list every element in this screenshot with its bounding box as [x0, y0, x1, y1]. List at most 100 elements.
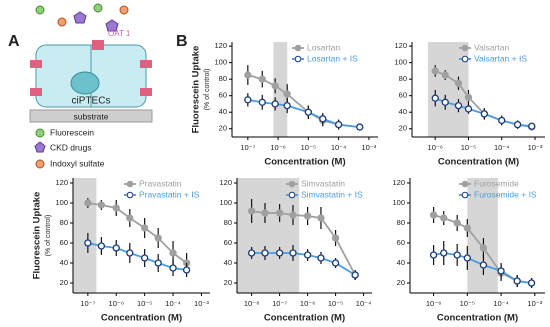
highlight-band: [427, 42, 469, 137]
y-tick-label: 100: [55, 198, 68, 207]
y-tick-label: 20: [224, 278, 232, 287]
legend-label: Furosemide: [474, 178, 519, 188]
y-tick-label: 100: [219, 198, 232, 207]
data-point: [429, 211, 438, 219]
data-point: [440, 214, 448, 222]
y-tick-label: 60: [224, 238, 232, 247]
data-point: [141, 224, 149, 232]
data-point: [126, 214, 134, 222]
data-point: [319, 115, 327, 123]
x-tick-label: 10⁻⁵: [301, 143, 316, 152]
data-point: [453, 251, 461, 259]
substrate-label: substrate: [74, 111, 109, 121]
y-tick-label: 20: [60, 278, 68, 287]
legend-marker: [288, 191, 296, 199]
data-point: [169, 249, 177, 257]
data-point: [356, 123, 364, 131]
y-tick-label: 120: [392, 178, 405, 187]
y-tick-label: 40: [399, 107, 407, 116]
data-point: [258, 75, 266, 83]
x-tick-label: 10⁻⁶: [109, 299, 124, 308]
y-tick-label: 40: [224, 258, 232, 267]
y-tick-label: 80: [399, 74, 407, 83]
x-axis-label: Concentration (M): [438, 157, 519, 168]
legend-marker: [294, 44, 302, 52]
legend-label: Losartan: [307, 42, 340, 52]
y-tick-label: 40: [60, 258, 68, 267]
x-tick-label: 10⁻⁶: [300, 299, 315, 308]
x-tick-label: 10⁻⁴: [331, 143, 347, 152]
data-point: [283, 101, 291, 110]
data-point: [441, 71, 449, 79]
data-point: [169, 264, 177, 272]
substrate-layer: [29, 109, 153, 123]
data-point: [497, 267, 505, 275]
data-point: [247, 249, 256, 257]
data-point: [112, 244, 120, 252]
transporter: [92, 40, 104, 50]
data-point: [258, 98, 266, 106]
x-tick-label: 10⁻⁶: [426, 299, 441, 308]
fluorescein-icon: [35, 5, 45, 15]
legend-marker: [294, 55, 302, 63]
x-tick-label: 10⁻⁷: [80, 299, 95, 308]
legend-label: Furosemide + IS: [474, 189, 537, 199]
data-point: [261, 209, 269, 217]
y-axis-label: Fluorescein Uptake: [191, 46, 202, 134]
data-point: [141, 254, 149, 262]
panel-label: B: [176, 33, 188, 50]
data-point: [528, 122, 536, 130]
data-point: [513, 277, 521, 285]
x-tick-label: 10⁻⁵: [460, 299, 475, 308]
y-tick-label: 20: [399, 124, 407, 133]
x-tick-label: 10⁻⁶: [270, 143, 285, 152]
x-axis-label: Concentration (M): [264, 157, 345, 168]
y-tick-label: 40: [397, 258, 405, 267]
data-point: [429, 251, 438, 259]
transporter: [30, 60, 42, 68]
y-tick-label: 100: [392, 198, 405, 207]
data-point: [84, 199, 92, 207]
y-tick-label: 120: [219, 178, 232, 187]
drug-icon: [105, 19, 119, 32]
legend-icon: [34, 141, 46, 153]
legend-label: Pravastatin + IS: [139, 189, 200, 199]
drug-icon: [73, 11, 87, 24]
data-point: [463, 254, 471, 262]
data-point: [317, 254, 325, 262]
y-axis-label: Fluorescein Uptake: [32, 192, 43, 280]
x-axis-label: Concentration (M): [264, 313, 345, 324]
x-tick-label: 10⁻⁵: [137, 299, 152, 308]
y-tick-label: 80: [397, 218, 405, 227]
data-point: [464, 105, 473, 113]
y-tick-label: 100: [394, 58, 407, 67]
x-tick-label: 10⁻⁴: [493, 299, 509, 308]
y-tick-label: 80: [60, 218, 68, 227]
data-point: [289, 211, 297, 219]
x-axis-label: Concentration (M): [437, 313, 518, 324]
y-tick-label: 100: [214, 58, 227, 67]
legend-marker: [461, 191, 469, 199]
data-point: [479, 244, 488, 252]
legend-marker: [461, 180, 469, 188]
y-tick-label: 120: [394, 41, 407, 50]
y-tick-label: 40: [219, 107, 227, 116]
x-tick-label: 10⁻³: [194, 299, 209, 308]
y-tick-label: 60: [219, 91, 227, 100]
legend-label: Simvastatin: [301, 178, 345, 188]
legend-marker: [126, 191, 134, 199]
x-tick-label: 10⁻⁴: [356, 299, 372, 308]
transporter-label: OAT 1: [108, 29, 131, 38]
legend-icon: [35, 159, 45, 169]
data-point: [431, 67, 439, 75]
y-tick-label: 60: [397, 238, 405, 247]
x-tick-label: 10⁻⁸: [244, 299, 259, 308]
data-point: [154, 234, 162, 242]
data-point: [247, 207, 256, 215]
cell-label: ciPTECs: [72, 96, 111, 107]
data-point: [464, 93, 473, 101]
data-point: [261, 249, 269, 257]
x-tick-label: 10⁻³: [361, 143, 376, 152]
legend-label: Simvastatin + IS: [301, 189, 363, 199]
y-tick-label: 20: [219, 124, 227, 133]
